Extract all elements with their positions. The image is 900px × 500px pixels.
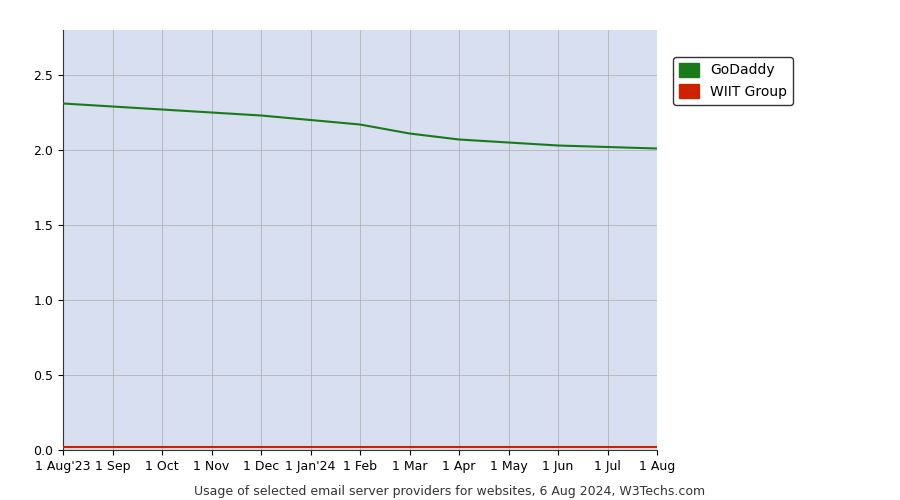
Legend: GoDaddy, WIIT Group: GoDaddy, WIIT Group (673, 57, 793, 104)
Text: Usage of selected email server providers for websites, 6 Aug 2024, W3Techs.com: Usage of selected email server providers… (194, 485, 706, 498)
